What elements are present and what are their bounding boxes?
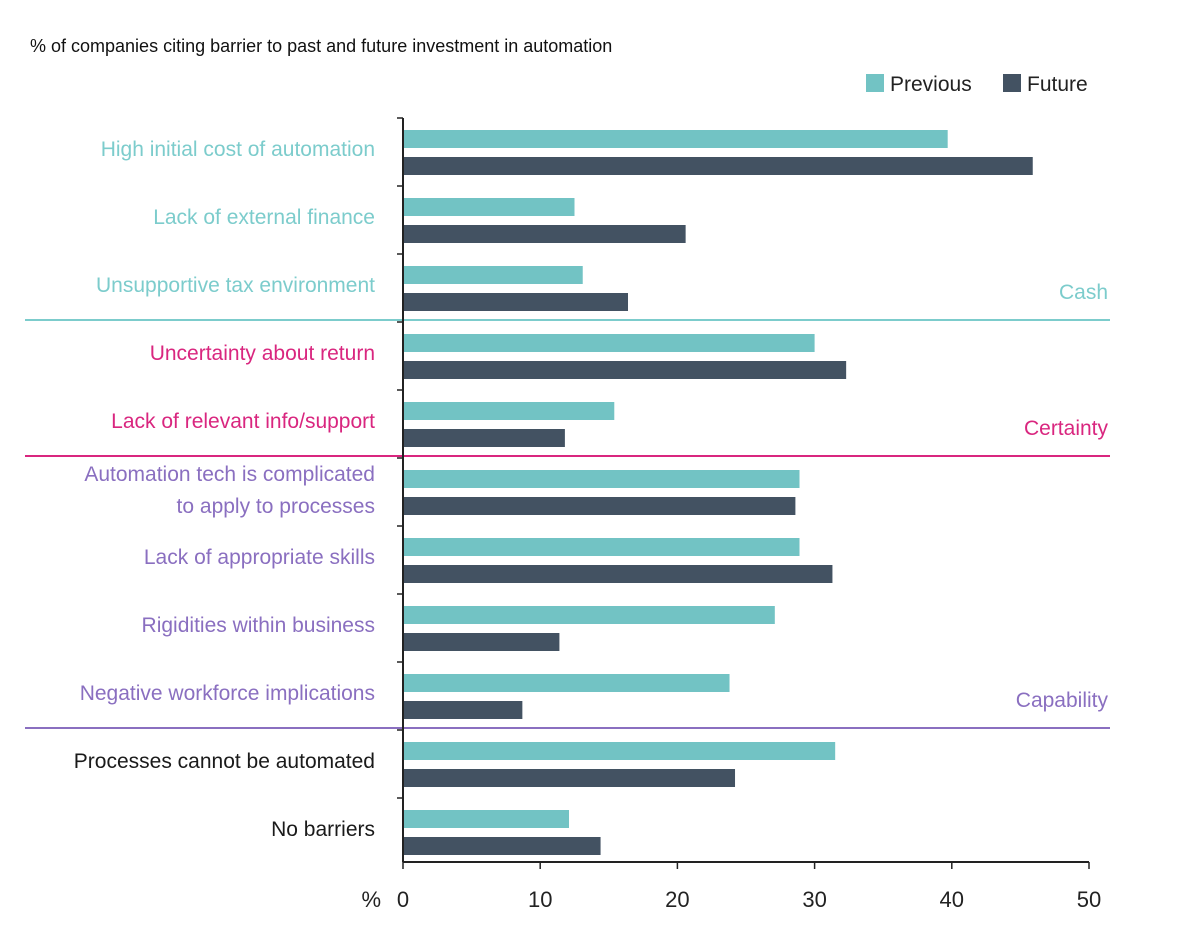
x-tick-label: 20 bbox=[665, 887, 689, 912]
bar-previous bbox=[403, 198, 575, 216]
bar-future bbox=[403, 429, 565, 447]
category-label: Unsupportive tax environment bbox=[96, 274, 375, 297]
x-tick-label: 10 bbox=[528, 887, 552, 912]
bar-future bbox=[403, 361, 847, 379]
category-label: Negative workforce implications bbox=[80, 682, 375, 705]
chart-title: % of companies citing barrier to past an… bbox=[30, 36, 612, 56]
bar-future bbox=[403, 497, 796, 515]
category-label: Uncertainty about return bbox=[150, 342, 375, 365]
bar-previous bbox=[403, 402, 615, 420]
category-label: Processes cannot be automated bbox=[74, 750, 375, 773]
x-tick-label: 30 bbox=[802, 887, 826, 912]
group-label-capability: Capability bbox=[1016, 689, 1109, 712]
group-label-cash: Cash bbox=[1059, 281, 1108, 304]
legend-swatch-future bbox=[1003, 74, 1021, 92]
group-label-certainty: Certainty bbox=[1024, 417, 1109, 440]
category-label: Rigidities within business bbox=[142, 614, 375, 637]
bar-previous bbox=[403, 674, 730, 692]
bar-previous bbox=[403, 742, 836, 760]
bar-previous bbox=[403, 606, 775, 624]
bar-future bbox=[403, 769, 736, 787]
x-tick-label: 40 bbox=[940, 887, 964, 912]
legend-label-previous: Previous bbox=[890, 73, 972, 96]
bar-future bbox=[403, 293, 629, 311]
bar-previous bbox=[403, 334, 815, 352]
bar-future bbox=[403, 225, 686, 243]
category-label: Automation tech is complicated bbox=[84, 463, 375, 486]
x-tick-label: 0 bbox=[397, 887, 409, 912]
category-label: Lack of external finance bbox=[153, 206, 375, 229]
bar-future bbox=[403, 633, 560, 651]
bar-previous bbox=[403, 266, 583, 284]
bar-previous bbox=[403, 538, 800, 556]
bar-previous bbox=[403, 470, 800, 488]
bar-previous bbox=[403, 130, 948, 148]
legend-label-future: Future bbox=[1027, 73, 1088, 96]
bar-future bbox=[403, 837, 601, 855]
x-tick-label: 50 bbox=[1077, 887, 1101, 912]
category-label: Lack of relevant info/support bbox=[111, 410, 375, 433]
category-label: Lack of appropriate skills bbox=[144, 546, 375, 569]
bar-future bbox=[403, 157, 1033, 175]
category-label: No barriers bbox=[271, 818, 375, 841]
legend-swatch-previous bbox=[866, 74, 884, 92]
category-label: to apply to processes bbox=[177, 495, 375, 518]
bar-future bbox=[403, 701, 523, 719]
bar-previous bbox=[403, 810, 570, 828]
bar-future bbox=[403, 565, 833, 583]
category-label: High initial cost of automation bbox=[101, 138, 375, 161]
x-axis-label: % bbox=[361, 887, 381, 912]
